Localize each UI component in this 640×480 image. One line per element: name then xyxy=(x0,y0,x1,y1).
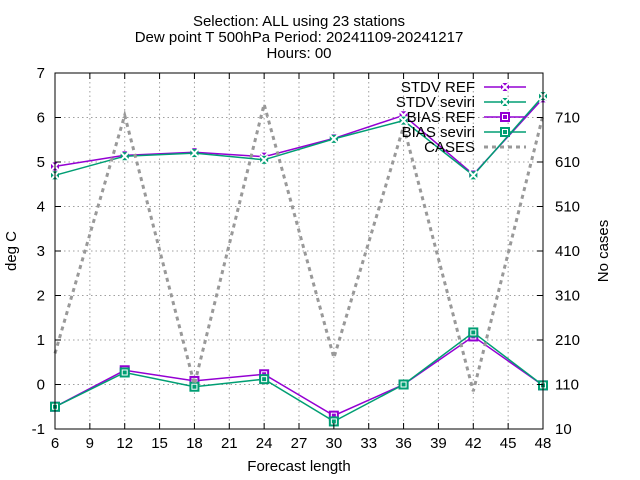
chart-title: Selection: ALL using 23 stations Dew poi… xyxy=(135,13,464,62)
y-tick-label: 3 xyxy=(37,243,45,260)
y-tick-label: 6 xyxy=(37,110,45,127)
y-tick-label: 2 xyxy=(37,288,45,305)
y-tick-label: 5 xyxy=(37,154,45,171)
data-point-stdv-seviri xyxy=(120,151,130,161)
legend-label: BIAS REF xyxy=(407,109,475,126)
legend-marker-cross xyxy=(500,82,510,92)
y2-tick-label: 110 xyxy=(555,377,579,394)
x-tick-label: 6 xyxy=(51,435,59,452)
x-tick-label: 45 xyxy=(500,435,517,452)
x-tick-label: 9 xyxy=(86,435,94,452)
legend-item-stdv-seviri: STDV seviri xyxy=(396,94,526,111)
x-tick-label: 30 xyxy=(326,435,343,452)
legend-marker xyxy=(500,127,510,137)
data-point-bias-seviri xyxy=(189,381,200,392)
data-point-stdv-seviri xyxy=(398,115,409,126)
legend-marker-inner xyxy=(502,129,508,135)
x-tick-label: 39 xyxy=(430,435,447,452)
x-tick-label: 24 xyxy=(256,435,273,452)
x-tick-label: 36 xyxy=(395,435,412,452)
y2-tick-label: 410 xyxy=(555,243,580,260)
y2-tick-label: 510 xyxy=(555,199,580,216)
y2-tick-label: 610 xyxy=(555,154,580,171)
x-tick-label: 21 xyxy=(221,435,238,452)
data-point-inner xyxy=(470,329,477,336)
data-point-bias-seviri xyxy=(398,379,409,390)
legend-label: STDV seviri xyxy=(396,94,475,111)
data-point-inner xyxy=(191,383,198,390)
legend-marker-cross xyxy=(500,97,510,107)
legend-marker-inner xyxy=(502,114,508,120)
y2-tick-label: 210 xyxy=(555,332,580,349)
data-point-bias-seviri xyxy=(468,327,479,338)
legend-label: STDV REF xyxy=(401,79,475,96)
legend-item-cases: CASES xyxy=(424,139,526,156)
y-tick-label: 4 xyxy=(37,199,45,216)
y-tick-label: -1 xyxy=(32,421,45,438)
series-line-cases xyxy=(53,98,545,392)
x-tick-label: 48 xyxy=(535,435,552,452)
series-line-bias-seviri xyxy=(54,331,544,423)
legend-label: CASES xyxy=(424,139,475,156)
data-point-stdv-seviri xyxy=(259,155,269,165)
y-axis-label: deg C xyxy=(3,231,20,271)
x-tick-label: 33 xyxy=(360,435,377,452)
title-line-3: Hours: 00 xyxy=(266,45,331,62)
legend-item-bias-seviri: BIAS seviri xyxy=(402,124,526,141)
y2-tick-label: 10 xyxy=(555,421,572,438)
legend-item-stdv-ref: STDV REF xyxy=(401,79,526,96)
x-tick-label: 15 xyxy=(151,435,168,452)
y-tick-label: 0 xyxy=(37,377,45,394)
x-tick-label: 42 xyxy=(465,435,482,452)
x-tick-label: 27 xyxy=(291,435,308,452)
data-point-bias-seviri xyxy=(328,416,339,427)
data-point-stdv-seviri xyxy=(329,134,339,144)
data-point-inner xyxy=(400,381,407,388)
x-tick-label: 12 xyxy=(116,435,133,452)
y-tick-label: 1 xyxy=(37,332,45,349)
y2-axis-label: No cases xyxy=(595,220,612,283)
y2-tick-label: 710 xyxy=(555,110,580,127)
data-point-inner xyxy=(121,369,128,376)
x-axis-label: Forecast length xyxy=(247,458,350,475)
data-point-stdv-seviri xyxy=(189,148,200,158)
legend-item-bias-ref: BIAS REF xyxy=(407,109,526,126)
data-point-bias-ref xyxy=(328,410,339,421)
data-point-inner xyxy=(261,376,268,383)
x-tick-label: 18 xyxy=(186,435,203,452)
legend-marker xyxy=(500,112,510,122)
data-point-bias-seviri xyxy=(259,374,270,385)
data-point-bias-seviri xyxy=(119,367,130,378)
ticks: 6 9 12 15 18 21 24 27 30 33 36 39 42 45 48-10123456710… xyxy=(32,65,580,452)
title-line-1: Selection: ALL using 23 stations xyxy=(193,13,405,30)
legend-label: BIAS seviri xyxy=(402,124,475,141)
data-point-stdv-seviri xyxy=(468,170,478,181)
y2-tick-label: 310 xyxy=(555,288,580,305)
series-cases xyxy=(53,98,545,392)
title-line-2: Dew point T 500hPa Period: 20241109-2024… xyxy=(135,29,464,46)
y-tick-label: 7 xyxy=(37,65,45,82)
